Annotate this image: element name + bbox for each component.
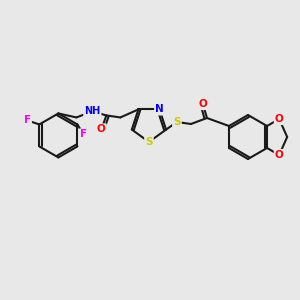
Text: O: O — [199, 99, 207, 109]
Text: O: O — [97, 124, 106, 134]
Text: O: O — [275, 114, 284, 124]
Text: F: F — [24, 116, 31, 125]
Text: S: S — [173, 117, 181, 127]
Text: N: N — [155, 104, 164, 114]
Text: NH: NH — [84, 106, 101, 116]
Text: S: S — [145, 137, 153, 147]
Text: F: F — [80, 129, 87, 140]
Text: O: O — [275, 150, 284, 160]
